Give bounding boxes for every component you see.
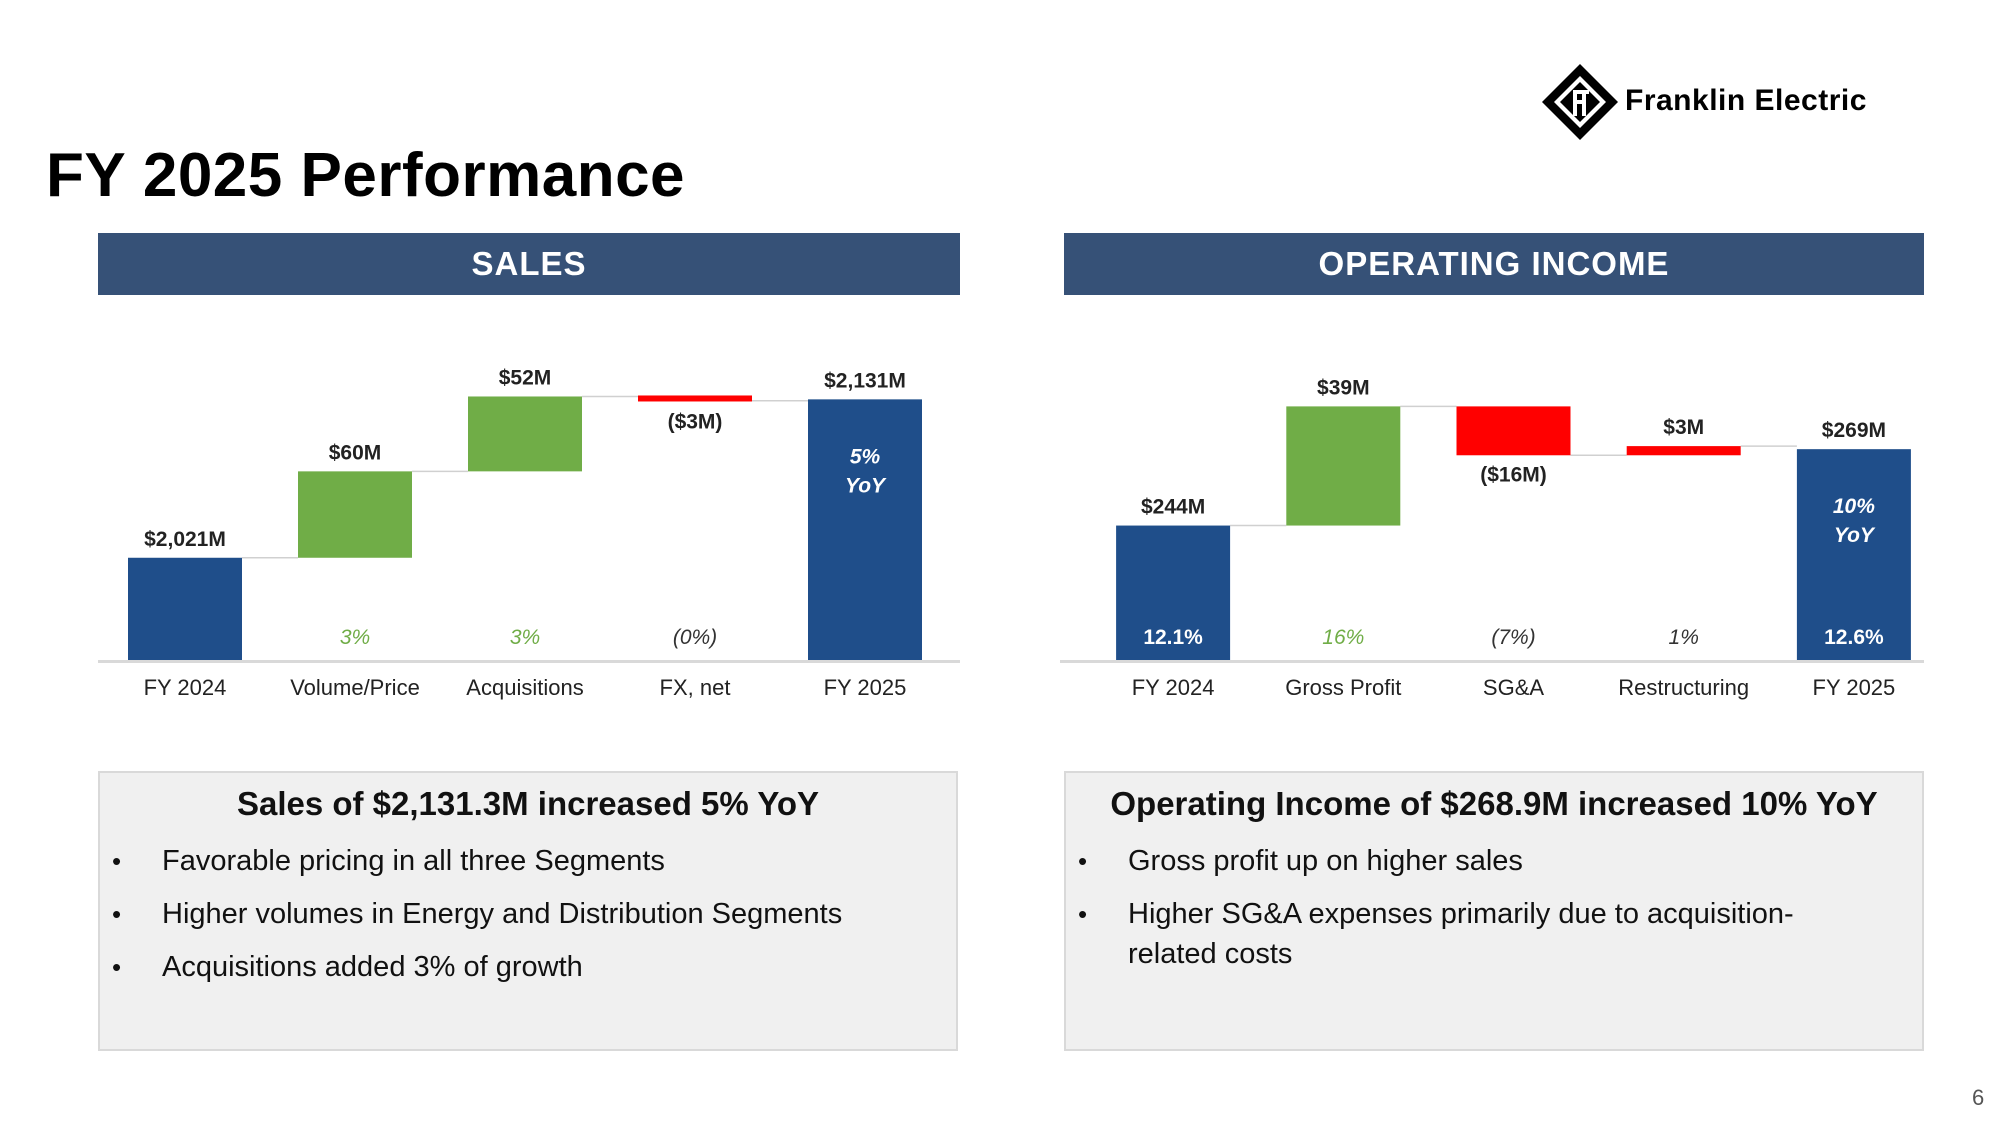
- x-tick-label: FY 2024: [1132, 675, 1215, 700]
- pct-label: (0%): [673, 626, 717, 649]
- waterfall-bar: [128, 557, 242, 660]
- bullet-text: Acquisitions added 3% of growth: [162, 951, 583, 983]
- data-label: $2,131M: [824, 369, 906, 392]
- bullet-text: Favorable pricing in all three Segments: [162, 845, 665, 877]
- pct-label: (7%): [1491, 626, 1535, 649]
- operating-income-waterfall-chart: $244M 12.1% FY 2024 $39M 16% Gross Profit ($16…: [1060, 376, 1924, 700]
- operating-income-bullet-list: • Gross profit up on higher sales • Higher…: [1066, 841, 1922, 974]
- yoy-callout: YoY: [845, 474, 887, 497]
- operating-income-header: OPERATING INCOME: [1064, 233, 1924, 295]
- waterfall-bar: [1796, 449, 1911, 660]
- pct-label: 3%: [340, 626, 370, 649]
- sales-summary-title: Sales of $2,131.3M increased 5% YoY: [236, 785, 820, 822]
- waterfall-bar: [1286, 406, 1401, 526]
- sales-summary-box: Sales of $2,131.3M increased 5% YoY • Fav…: [98, 771, 958, 1051]
- waterfall-bar: [468, 396, 582, 472]
- data-label: $2,021M: [144, 528, 226, 551]
- operating-income-summary-title: Operating Income of $268.9M increased 10…: [1110, 785, 1878, 822]
- bullet-text: Higher volumes in Energy and Distributio…: [162, 898, 843, 930]
- data-label: ($16M): [1480, 463, 1547, 486]
- list-item: • Favorable pricing in all three Segments: [112, 845, 665, 877]
- x-tick-label: FY 2025: [1813, 675, 1896, 700]
- sales-waterfall-chart: $2,021M FY 2024 $60M 3% Volume/Price $52M 3% Ac…: [98, 366, 960, 700]
- pct-label: 3%: [510, 626, 540, 649]
- pct-label: 12.6%: [1824, 626, 1884, 649]
- bullet-text: Higher SG&A expenses primarily due to ac…: [1128, 898, 1794, 970]
- data-label: $244M: [1141, 496, 1205, 519]
- waterfall-bar: [638, 395, 752, 402]
- x-tick-label: Gross Profit: [1285, 675, 1401, 700]
- pct-label: 12.1%: [1143, 626, 1203, 649]
- x-tick-label: FY 2025: [824, 675, 907, 700]
- waterfall-bar: [1456, 406, 1571, 456]
- sales-bullet-list: • Favorable pricing in all three Segments…: [100, 841, 956, 987]
- x-tick-label: FY 2024: [144, 675, 227, 700]
- franklin-diamond-logo-icon: [1542, 64, 1618, 140]
- x-tick-label: SG&A: [1483, 675, 1544, 700]
- waterfall-bar: [808, 399, 922, 660]
- waterfall-bar: [1626, 446, 1741, 456]
- list-item: • Gross profit up on higher sales: [1078, 845, 1523, 877]
- data-label: $60M: [329, 441, 382, 464]
- brand-name: Franklin Electric: [1625, 84, 1867, 117]
- yoy-callout: YoY: [1834, 524, 1876, 547]
- x-tick-label: Volume/Price: [290, 675, 420, 700]
- waterfall-bar: [1116, 525, 1231, 660]
- list-item: • Acquisitions added 3% of growth: [112, 951, 583, 983]
- list-item: • Higher volumes in Energy and Distributi…: [112, 898, 843, 930]
- pct-label: 16%: [1322, 626, 1364, 649]
- data-label: $52M: [499, 366, 552, 389]
- page-title: FY 2025 Performance: [46, 141, 686, 210]
- page-number: 6: [1972, 1085, 1985, 1110]
- waterfall-bar: [298, 471, 412, 558]
- operating-income-summary-box: Operating Income of $268.9M increased 10…: [1064, 771, 1924, 1051]
- data-label: ($3M): [668, 410, 723, 433]
- sales-header: SALES: [98, 233, 960, 295]
- x-tick-label: Acquisitions: [466, 675, 583, 700]
- bullet-text: Gross profit up on higher sales: [1128, 845, 1523, 877]
- yoy-callout: 10%: [1833, 495, 1875, 518]
- data-label: $3M: [1663, 416, 1704, 439]
- list-item: • Higher SG&A expenses primarily due to a…: [1078, 898, 1794, 970]
- data-label: $269M: [1822, 419, 1886, 442]
- pct-label: 1%: [1669, 626, 1699, 649]
- data-label: $39M: [1317, 376, 1370, 399]
- x-tick-label: FX, net: [660, 675, 731, 700]
- x-tick-label: Restructuring: [1618, 675, 1749, 700]
- yoy-callout: 5%: [850, 445, 881, 468]
